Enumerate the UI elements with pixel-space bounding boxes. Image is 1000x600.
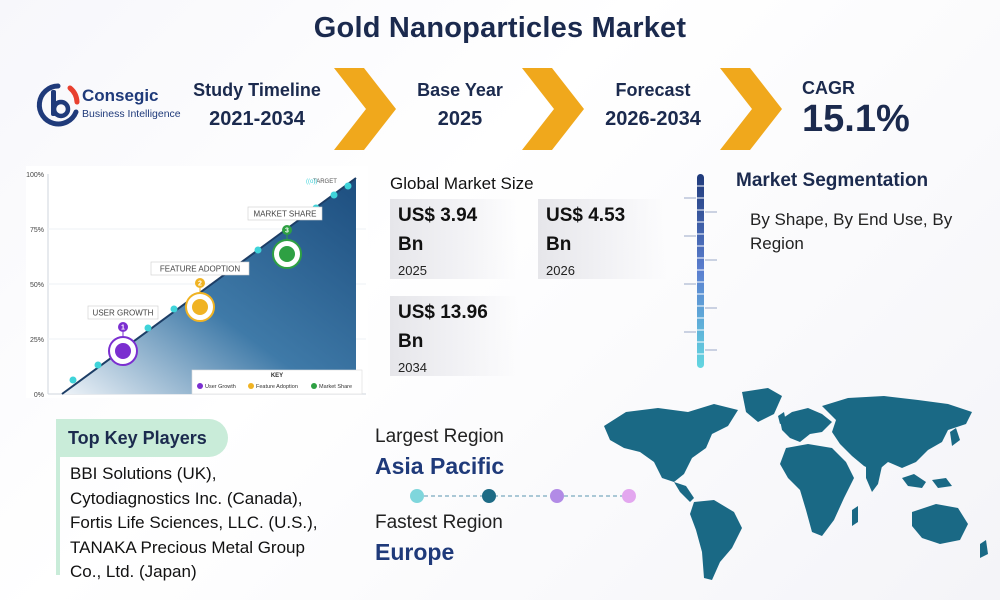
segmentation-bar-icon: [684, 174, 717, 368]
y-tick-25: 25%: [30, 337, 44, 344]
market-size-title: Global Market Size: [390, 174, 534, 193]
chevron-right-icon: [720, 68, 782, 150]
page-title: Gold Nanoparticles Market: [313, 12, 687, 44]
fastest-region-value: Europe: [375, 539, 455, 565]
milestone-1-label: USER GROWTH: [93, 309, 154, 318]
world-map-icon: [604, 388, 988, 580]
growth-graphic-svg: 1 2 3 USER GROWTH FEATURE ADOPTION MARKE…: [26, 172, 366, 399]
growth-graphic: 1 2 3 USER GROWTH FEATURE ADOPTION MARKE…: [26, 166, 368, 399]
key-player-line: BBI Solutions (UK),: [70, 464, 217, 483]
y-tick-50: 50%: [30, 282, 44, 289]
region-dots-divider: [410, 489, 636, 503]
key-players-bar: [56, 457, 60, 575]
key-feature-adoption: Feature Adoption: [256, 384, 298, 390]
market-size-2025-unit: Bn: [398, 234, 424, 255]
key-market-share: Market Share: [319, 384, 352, 390]
milestone-2: [185, 278, 215, 322]
key-player-line: Co., Ltd. (Japan): [70, 562, 197, 582]
market-size-2034-unit: Bn: [398, 331, 424, 352]
key-player-line: Fortis Life Sciences, LLC. (U.S.),: [70, 513, 318, 533]
study-timeline-value: 2021-2034: [209, 108, 305, 130]
key-user-growth: User Growth: [205, 384, 236, 390]
largest-region-label: Largest Region: [375, 426, 504, 447]
market-size-2025-year: 2025: [398, 263, 427, 278]
market-size-2034-value: US$ 13.96: [398, 302, 488, 323]
cagr-value: 15.1%: [802, 98, 910, 140]
chevron-right-icon: [334, 68, 396, 150]
market-size-2026-year: 2026: [546, 263, 575, 278]
market-size-2034-year: 2034: [398, 360, 427, 375]
target-icon: ((o)): [306, 179, 317, 185]
milestone-2-num: 2: [198, 281, 202, 288]
market-size-2034: US$ 13.96 Bn 2034: [390, 296, 518, 376]
milestone-1-num: 1: [121, 325, 125, 332]
logo-name: Consegic: [82, 86, 159, 105]
market-size-2025-value: US$ 3.94: [398, 205, 478, 226]
y-tick-75: 75%: [30, 227, 44, 234]
segmentation-text: By Shape, By End Use, By Region: [750, 210, 953, 253]
y-tick-100: 100%: [26, 172, 44, 179]
study-timeline-label: Study Timeline: [193, 80, 321, 100]
logo-mark-icon: [36, 83, 80, 127]
milestone-3-num: 3: [285, 228, 289, 235]
key-players-list: BBI Solutions (UK), Cytodiagnostics Inc.…: [70, 462, 360, 585]
segmentation-title: Market Segmentation: [736, 170, 929, 191]
largest-region-value: Asia Pacific: [375, 453, 505, 479]
market-size-2026-value: US$ 4.53: [546, 205, 626, 226]
milestone-3-label: MARKET SHARE: [254, 210, 317, 219]
forecast-value: 2026-2034: [605, 108, 701, 130]
fastest-region-label: Fastest Region: [375, 512, 503, 533]
key-players-title: Top Key Players: [56, 419, 228, 457]
consegic-logo: Consegic Business Intelligence: [36, 80, 186, 130]
key-player-line: TANAKA Precious Metal Group: [70, 537, 305, 557]
milestone-1: [108, 322, 138, 366]
base-year-label: Base Year: [417, 80, 503, 100]
cagr-label: CAGR: [802, 78, 855, 98]
key-player-line: Cytodiagnostics Inc. (Canada),: [70, 488, 303, 508]
market-size-2026: US$ 4.53 Bn 2026: [538, 199, 666, 279]
y-tick-0: 0%: [34, 392, 44, 398]
milestone-2-label: FEATURE ADOPTION: [160, 265, 241, 274]
chevron-right-icon: [522, 68, 584, 150]
base-year-value: 2025: [437, 108, 483, 130]
chart-key: KEY User Growth Feature Adoption Market …: [191, 369, 363, 395]
target-label: TARGET: [313, 179, 337, 185]
forecast-label: Forecast: [615, 80, 691, 100]
market-size-2026-unit: Bn: [546, 234, 572, 255]
milestone-3: [272, 225, 302, 269]
market-size-2025: US$ 3.94 Bn 2025: [390, 199, 518, 279]
logo-subtitle: Business Intelligence: [82, 108, 181, 120]
key-title: KEY: [271, 373, 283, 379]
